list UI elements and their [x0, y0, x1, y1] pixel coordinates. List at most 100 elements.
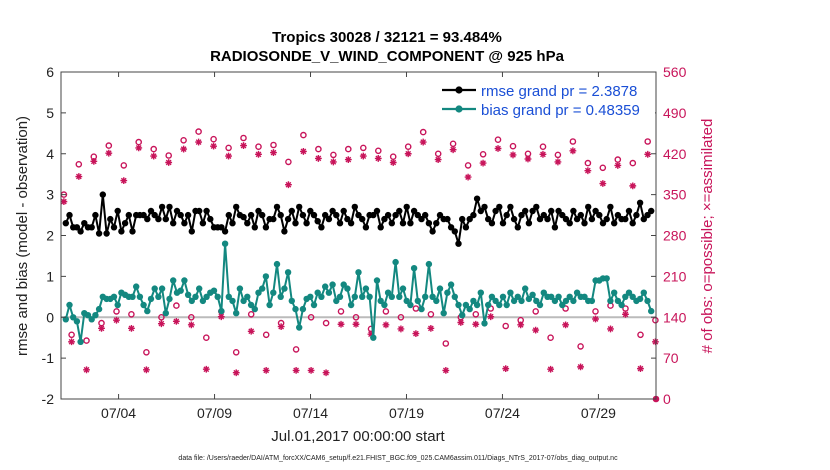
series-point [399, 285, 407, 292]
obs-assimilated-marker [285, 181, 292, 189]
series-point [462, 301, 470, 309]
x-tick-label: 07/04 [101, 405, 136, 421]
obs-possible-marker [374, 147, 382, 155]
series-point [607, 203, 614, 211]
series-point [81, 220, 88, 227]
obs-assimilated-marker [434, 156, 442, 163]
series-point [255, 207, 262, 215]
series-point [199, 220, 207, 227]
series-point [292, 220, 299, 227]
obs-possible-marker [83, 337, 90, 344]
series-point [247, 211, 255, 219]
series-point [310, 211, 318, 219]
series-point [514, 293, 521, 300]
series-point [351, 293, 358, 300]
obs-possible-marker [629, 159, 637, 167]
obs-assimilated-marker [120, 177, 128, 185]
series-point [555, 207, 562, 215]
obs-possible-marker [472, 310, 480, 318]
series-point [114, 207, 121, 215]
y-left-tick-label: -2 [42, 391, 55, 407]
series-point [340, 207, 347, 215]
obs-assimilated-marker [382, 321, 390, 329]
obs-possible-marker [262, 331, 270, 339]
series-point [125, 211, 132, 219]
series-point [88, 224, 95, 231]
obs-assimilated-marker [292, 366, 300, 374]
x-tick-label: 07/19 [389, 405, 424, 421]
series-point [151, 285, 158, 292]
obs-assimilated-marker [607, 325, 614, 333]
series-point [396, 207, 403, 215]
series-point [77, 228, 84, 235]
legend-rmse-marker [455, 86, 463, 94]
obs-possible-marker [180, 136, 187, 144]
series-point [347, 301, 355, 309]
series-point [121, 220, 129, 227]
series-point [359, 293, 366, 300]
series-point [499, 293, 507, 300]
series-point [288, 297, 295, 305]
series-point [640, 289, 647, 296]
y-right-tick-label: 420 [663, 146, 687, 162]
obs-assimilated-marker [524, 155, 532, 163]
series-point [603, 275, 610, 282]
rmse-series [62, 191, 655, 247]
series-point [92, 312, 99, 319]
series-point [399, 220, 407, 227]
series-point [299, 211, 307, 219]
series-point [570, 297, 577, 305]
series-point [336, 220, 344, 227]
series-point [533, 203, 540, 211]
series-point [581, 220, 588, 227]
series-point [196, 207, 203, 215]
obs-assimilated-marker [494, 145, 502, 152]
series-point [296, 203, 303, 211]
series-point [88, 316, 95, 323]
y-left-tick-label: 4 [46, 146, 54, 162]
series-point [270, 289, 277, 296]
series-point [144, 215, 151, 223]
series-point [503, 211, 510, 219]
series-point [510, 215, 518, 223]
series-point [473, 195, 481, 202]
series-point [436, 285, 444, 292]
series-point [581, 293, 588, 300]
y-left-tick-label: 2 [46, 228, 54, 244]
y-left-tick-label: 0 [46, 309, 54, 325]
series-point [262, 273, 270, 280]
obs-possible-marker [315, 145, 322, 153]
series-point [95, 305, 103, 313]
series-point [536, 215, 544, 223]
obs-assimilated-marker [113, 316, 120, 324]
series-point [277, 211, 284, 219]
series-point [155, 293, 162, 300]
obs-assimilated-marker [128, 324, 135, 332]
obs-assimilated-marker [270, 149, 277, 156]
y-right-tick-label: 210 [663, 268, 687, 284]
series-point [518, 211, 525, 219]
series-point [585, 203, 592, 211]
series-point [599, 220, 607, 227]
obs-assimilated-marker [202, 365, 210, 373]
series-point [447, 224, 455, 231]
series-point [522, 285, 529, 292]
obs-assimilated-marker [532, 326, 540, 334]
series-point [225, 211, 232, 219]
series-point [307, 207, 314, 215]
series-point [514, 224, 521, 231]
obs-possible-marker [427, 310, 435, 318]
series-point [444, 289, 451, 296]
series-point [573, 289, 581, 296]
series-point [147, 295, 155, 303]
y-right-tick-label: 280 [663, 228, 687, 244]
series-point [251, 305, 258, 313]
obs-assimilated-marker [352, 320, 360, 328]
series-point [562, 215, 570, 223]
series-point [388, 293, 395, 300]
series-point [229, 297, 236, 305]
obs-possible-marker [419, 128, 427, 136]
obs-assimilated-marker [314, 155, 322, 162]
series-point [614, 297, 622, 305]
